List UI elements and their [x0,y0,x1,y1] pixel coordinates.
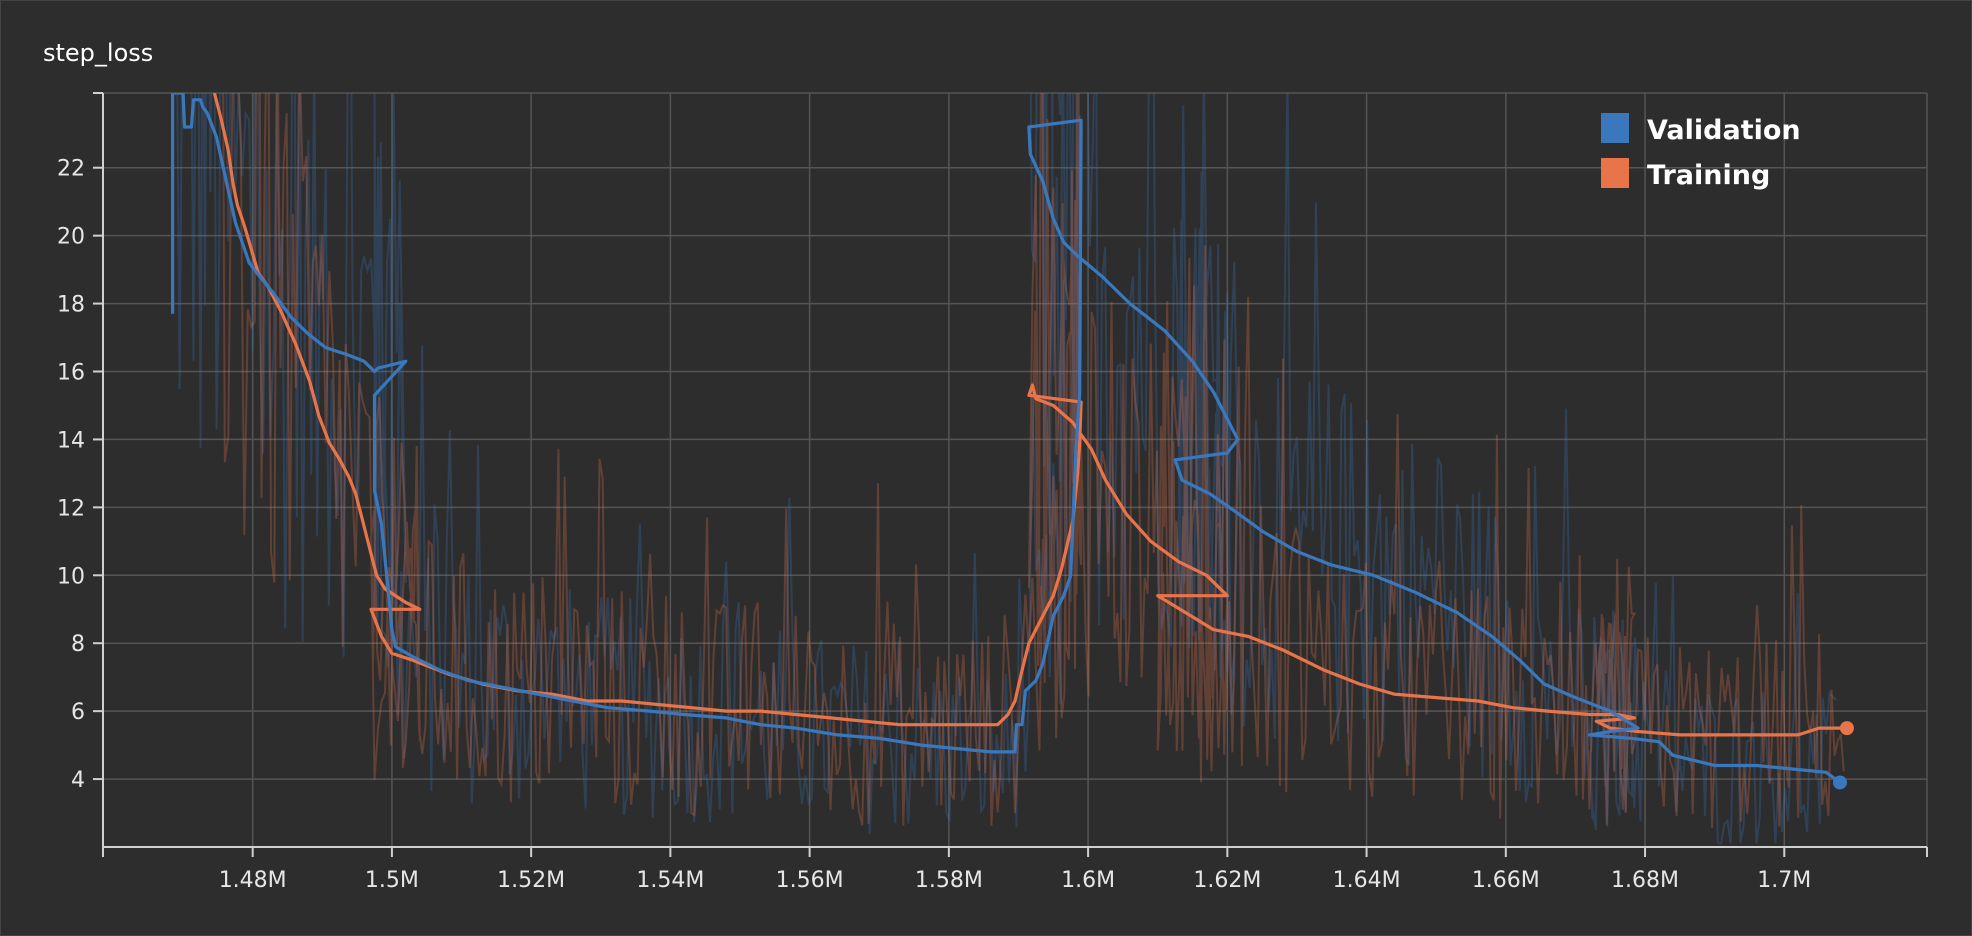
x-tick-label: 1.62M [1193,868,1261,893]
y-tick-label: 4 [71,768,85,793]
x-tick-label: 1.54M [636,868,704,893]
x-tick-label: 1.56M [776,868,844,893]
chart-title: step_loss [43,39,154,67]
x-tick-label: 1.6M [1061,868,1115,893]
x-tick-label: 1.58M [915,868,983,893]
y-tick-label: 16 [57,361,85,386]
legend-item-validation[interactable]: Validation [1601,113,1801,146]
series-line-validation [171,93,1841,784]
x-tick-label: 1.64M [1333,868,1401,893]
legend-swatch [1601,158,1629,188]
x-tick-label: 1.52M [497,868,565,893]
y-tick-label: 12 [57,496,85,521]
legend-item-training[interactable]: Training [1601,158,1770,191]
legend-label: Validation [1647,115,1801,146]
series-endpoint-validation [1832,775,1847,790]
series-layer [171,93,1854,790]
x-tick-label: 1.68M [1611,868,1679,893]
y-tick-label: 20 [57,225,85,250]
y-tick-label: 8 [71,632,85,657]
legend-swatch [1601,113,1629,143]
legend-label: Training [1647,160,1770,191]
y-tick-label: 6 [71,700,85,725]
y-tick-label: 18 [57,293,85,318]
axes: 1.48M 1.5M 1.52M 1.54M 1.56M 1.58M 1.6M 1.62M 1.… [57,92,1928,893]
raw-noise-layer [171,93,1845,845]
series-endpoint-training [1839,721,1854,736]
y-tick-label: 10 [57,564,85,589]
x-tick-label: 1.66M [1472,868,1540,893]
x-tick-label: 1.7M [1757,868,1811,893]
y-tick-label: 14 [57,428,85,453]
grid [103,92,1928,847]
raw-trace-training [222,93,1845,828]
x-tick-label: 1.5M [365,868,419,893]
plot-area [103,93,1927,847]
y-tick-label: 22 [57,157,85,182]
x-tick-label: 1.48M [219,868,287,893]
raw-trace-validation [171,93,1838,845]
legend[interactable]: Validation Training [1601,113,1801,191]
series-line-training [212,93,1847,737]
